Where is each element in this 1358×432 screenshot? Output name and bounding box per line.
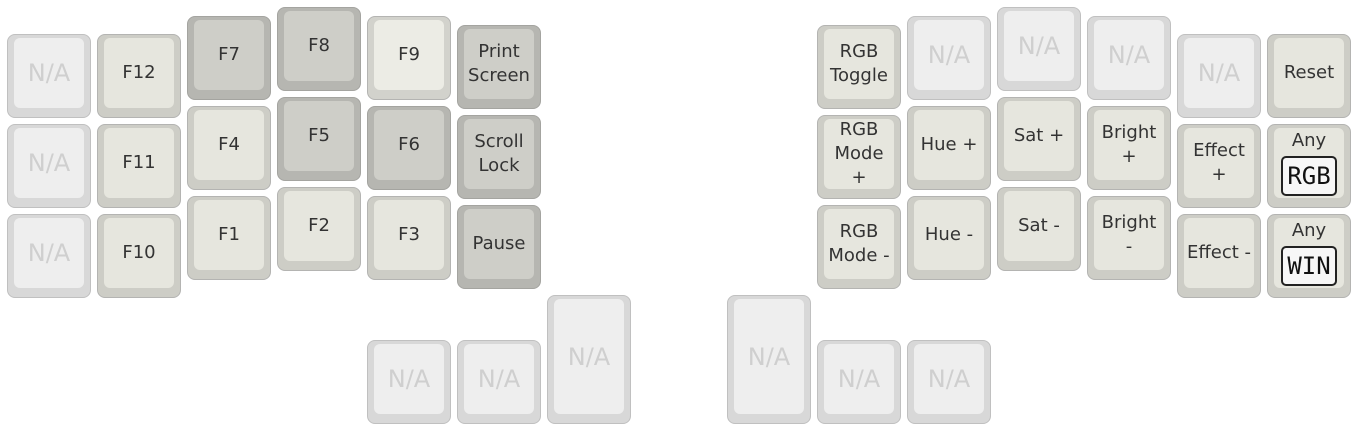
key-hue-plus: Hue + [907,106,991,190]
thumb-key-na: N/A [907,340,991,424]
key-label: N/A [27,239,71,267]
key-label: F8 [308,35,330,56]
key-na: N/A [7,124,91,208]
key-f12: F12 [97,34,181,118]
key-reset: Reset [1267,34,1351,118]
thumb-key-na: N/A [457,340,541,424]
key-f1: F1 [187,196,271,280]
key-bright-plus: Bright + [1087,106,1171,190]
key-pause: Pause [457,205,541,289]
key-f11: F11 [97,124,181,208]
key-label: RGB Mode - [828,221,890,266]
key-f6: F6 [367,106,451,190]
key-scroll-lock: Scroll Lock [457,115,541,199]
key-label: F5 [308,125,330,146]
key-rgb-toggle: RGB Toggle [817,25,901,109]
key-f10: F10 [97,214,181,298]
thumb-key-na: N/A [817,340,901,424]
key-label: N/A [1107,41,1151,69]
key-effect-minus: Effect - [1177,214,1261,298]
key-label: N/A [1197,59,1241,87]
key-label: Scroll Lock [474,131,524,176]
key-na: N/A [1177,34,1261,118]
key-label: F10 [122,242,156,263]
key-top-label: Any [1291,220,1327,241]
key-label: N/A [27,59,71,87]
key-f2: F2 [277,187,361,271]
key-label: Hue + [920,134,978,155]
key-rgb-mode-plus: RGB Mode + [817,115,901,199]
key-bright-minus: Bright - [1087,196,1171,280]
key-na: N/A [907,16,991,100]
thumb-key-na: N/A [367,340,451,424]
key-rgb-mode-minus: RGB Mode - [817,205,901,289]
key-boxed-label: WIN [1281,246,1337,286]
key-label: F7 [218,44,240,65]
key-boxed-label: RGB [1281,156,1337,196]
key-label: N/A [837,365,881,393]
key-label: Sat - [1018,215,1060,236]
key-na: N/A [997,7,1081,91]
key-f3: F3 [367,196,451,280]
key-label: N/A [567,342,611,371]
key-na: N/A [7,34,91,118]
key-label: Reset [1283,62,1335,83]
key-effect-plus: Effect + [1177,124,1261,208]
key-label: F3 [398,224,420,245]
key-f4: F4 [187,106,271,190]
key-label: F12 [122,62,156,83]
key-f5: F5 [277,97,361,181]
key-na: N/A [7,214,91,298]
key-na: N/A [1087,16,1171,100]
key-label: N/A [927,365,971,393]
key-label: Bright + [1101,122,1157,167]
key-sat-plus: Sat + [997,97,1081,181]
thumb-key-na-tall: N/A [727,295,811,424]
key-label: RGB Mode + [834,119,884,188]
key-any-win: Any WIN [1267,214,1351,298]
key-sat-minus: Sat - [997,187,1081,271]
key-label: N/A [747,342,791,371]
key-print-screen: Print Screen [457,25,541,109]
key-f9: F9 [367,16,451,100]
key-label: RGB Toggle [830,41,888,86]
key-label: F2 [308,215,330,236]
key-label: N/A [1017,32,1061,60]
key-label: N/A [477,365,521,393]
key-f8: F8 [277,7,361,91]
key-label: Pause [472,233,526,254]
key-any-rgb: Any RGB [1267,124,1351,208]
key-label: Effect - [1186,242,1252,263]
key-top-label: Any [1291,130,1327,151]
key-label: F4 [218,134,240,155]
key-label: N/A [387,365,431,393]
key-label: F11 [122,152,156,173]
key-label: Sat + [1013,125,1065,146]
key-label: F6 [398,134,420,155]
key-label: Hue - [924,224,974,245]
key-f7: F7 [187,16,271,100]
key-label: Effect + [1193,140,1245,185]
key-label: Bright - [1101,212,1157,257]
key-hue-minus: Hue - [907,196,991,280]
key-label: N/A [27,149,71,177]
key-label: F1 [218,224,240,245]
key-label: F9 [398,44,420,65]
key-label: N/A [927,41,971,69]
key-label: Print Screen [468,41,530,86]
thumb-key-na-tall: N/A [547,295,631,424]
